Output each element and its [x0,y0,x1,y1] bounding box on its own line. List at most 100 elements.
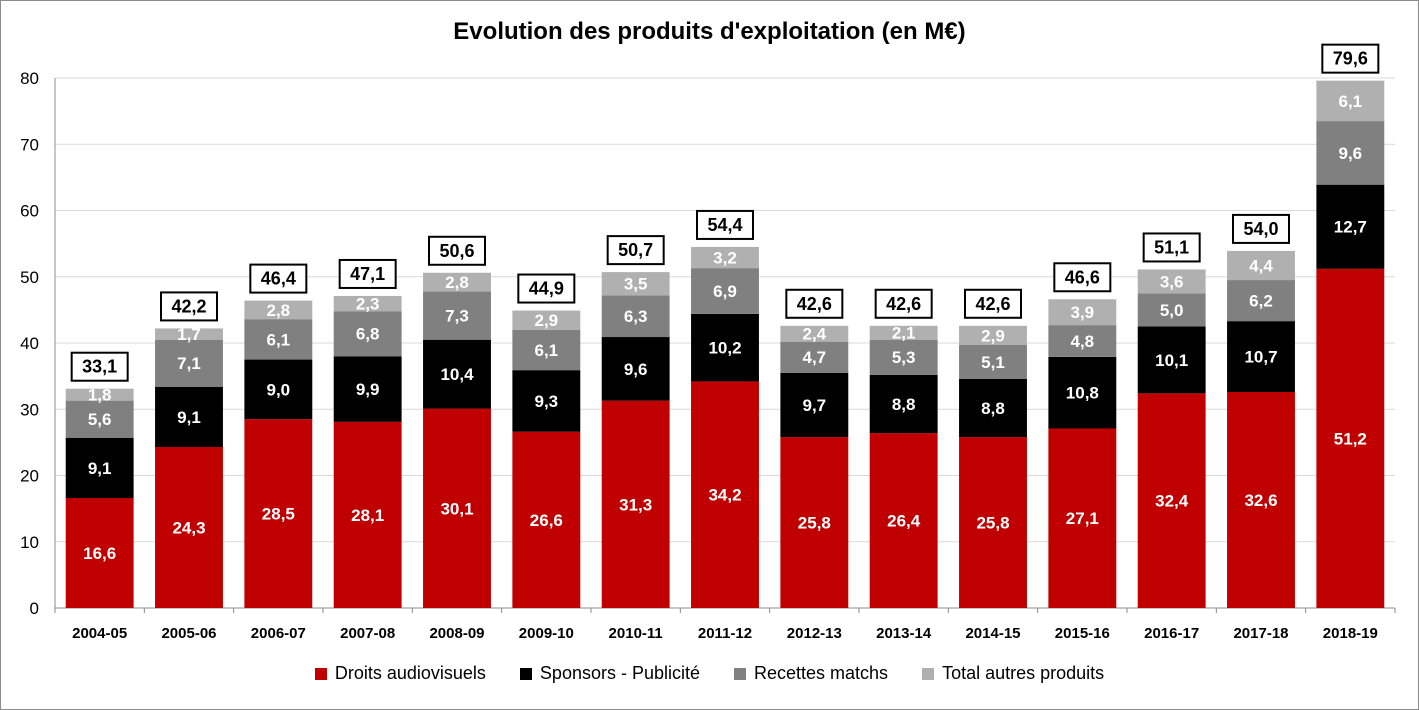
data-label: 4,8 [1071,332,1095,351]
data-label: 4,4 [1249,256,1273,275]
bar-segment [780,341,849,373]
bar-segment [1316,80,1385,122]
total-label: 46,4 [261,269,296,289]
data-label: 9,7 [803,396,827,415]
legend-item-droits: Droits audiovisuels [314,663,486,684]
total-label-box [517,273,576,304]
data-label: 10,7 [1244,348,1277,367]
bar-segment [780,325,849,342]
x-tick-label: 2014-15 [965,625,1020,642]
legend-label-droits: Droits audiovisuels [334,663,486,683]
bar-segment [869,325,938,340]
total-label: 50,7 [618,240,653,260]
data-label: 3,5 [624,275,648,294]
bar-segment [1227,280,1295,322]
x-tick-label: 2012-13 [787,625,842,642]
data-label: 3,2 [713,249,737,268]
data-label: 28,5 [262,505,295,524]
total-label: 47,1 [350,264,385,284]
bar-segment [869,433,938,608]
bar-segment [959,378,1027,438]
bar-segment [780,372,849,438]
legend-item-recettes: Recettes matchs [734,663,888,684]
total-label-box [338,258,397,289]
total-label: 42,6 [797,294,832,314]
bar-segment [1137,293,1206,327]
data-label: 9,0 [267,380,291,399]
y-tick-label: 70 [20,135,39,154]
y-tick-label: 50 [20,268,39,287]
data-label: 34,2 [708,486,741,505]
data-label: 7,3 [445,307,469,326]
data-label: 32,6 [1244,491,1277,510]
bar-segment [423,291,491,340]
bar-segment [423,339,491,409]
data-label: 4,7 [803,348,827,367]
total-label: 54,4 [707,215,742,235]
total-label-box [785,288,844,319]
bar-segment [244,300,313,320]
bar-segment [1316,268,1385,608]
total-label-box [874,288,933,319]
bar-segment [691,246,759,269]
bar-segment [333,311,402,357]
data-label: 28,1 [351,506,384,525]
data-label: 9,6 [1339,144,1363,163]
bar-segment [65,400,134,438]
y-tick-label: 10 [20,533,39,552]
data-label: 5,6 [88,410,112,429]
data-label: 5,3 [892,348,916,367]
data-label: 26,4 [887,512,921,531]
bar-segment [1316,184,1385,269]
bar-segment [155,447,223,608]
x-tick-label: 2006-07 [251,625,306,642]
bar-segment [65,498,134,608]
bar-segment [333,421,402,608]
data-label: 10,8 [1066,384,1099,403]
legend-swatch-sponsors [519,667,532,680]
data-label: 8,8 [892,395,916,414]
legend-item-autres: Total autres produits [922,663,1104,684]
data-label: 7,1 [177,354,201,373]
data-label: 16,6 [83,544,116,563]
data-label: 9,3 [535,392,559,411]
total-label-box [428,235,486,266]
total-label-box [249,263,308,294]
legend-swatch-autres [922,667,935,680]
bar-segment [512,431,581,608]
data-label: 12,7 [1334,218,1367,237]
data-label: 6,1 [267,330,291,349]
data-label: 6,1 [1339,92,1363,111]
data-label: 5,0 [1160,301,1184,320]
bar-segment [512,310,581,330]
bar-segment [601,295,670,338]
y-tick-label: 30 [20,400,39,419]
bar-segment [959,437,1027,608]
x-tick-label: 2010-11 [609,625,663,642]
bar-segment [155,339,223,387]
bar-segment [1048,428,1117,608]
bar-segment [869,374,938,434]
total-label-box [964,288,1022,319]
bar-segment [244,419,313,608]
total-label-box [1321,43,1380,74]
data-label: 6,2 [1249,292,1273,311]
data-label: 2,8 [445,273,469,292]
bar-segment [959,344,1027,379]
bar-segment [1048,356,1117,429]
bar-segment [691,268,759,314]
data-label: 6,9 [713,282,737,301]
bar-segment [691,381,759,608]
bar-segment [1316,121,1385,185]
data-label: 6,1 [535,341,559,360]
total-label: 51,1 [1154,237,1189,257]
bar-segment [691,313,759,382]
bar-segment [1137,393,1206,608]
bar-segment [65,437,134,499]
data-label: 10,1 [1155,351,1188,370]
bar-segment [1137,269,1206,294]
bar-segment [601,400,670,608]
bar-segment [1048,325,1117,357]
legend-label-autres: Total autres produits [942,663,1105,683]
data-label: 31,3 [619,495,652,514]
